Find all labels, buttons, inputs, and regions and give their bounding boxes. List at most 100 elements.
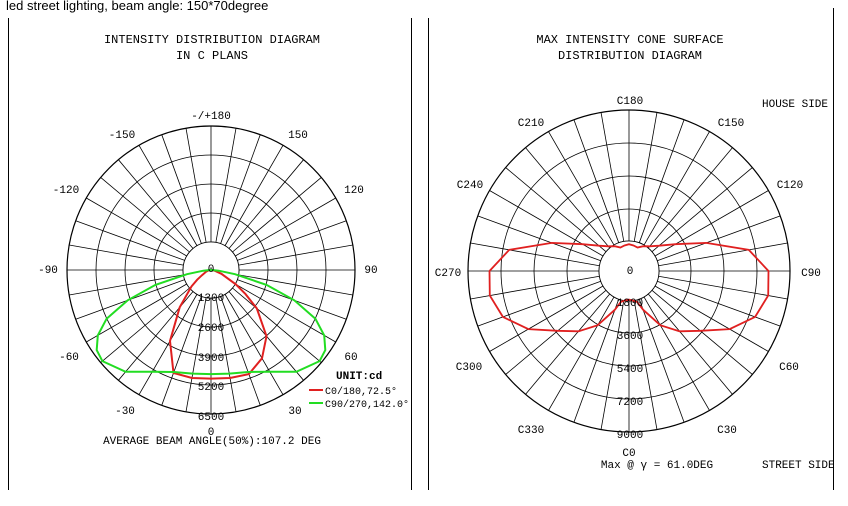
left-angle-label: -/+180 [191, 111, 231, 123]
right-grid-spoke [657, 215, 781, 262]
right-grid-spoke [643, 296, 710, 411]
right-angle-label: C90 [801, 268, 821, 280]
house-side-label: HOUSE SIDE [762, 99, 828, 111]
right-grid-spoke [505, 167, 607, 253]
left-grid-spoke [237, 220, 347, 261]
right-radial-label: 7200 [617, 397, 643, 409]
left-grid-spoke [232, 177, 322, 253]
right-grid-center [598, 240, 660, 302]
left-angle-label: -60 [59, 352, 79, 364]
right-grid-spoke [647, 293, 733, 395]
right-angle-label: C330 [518, 425, 544, 437]
left-grid-spoke [224, 145, 284, 246]
left-grid-spoke [69, 274, 184, 296]
left-angle-label: -150 [109, 130, 135, 142]
left-title-line2: IN C PLANS [176, 49, 248, 63]
left-grid-spoke [138, 145, 198, 246]
right-title-line1: MAX INTENSITY CONE SURFACE [536, 33, 723, 47]
right-series [488, 241, 770, 333]
left-angle-label: 90 [364, 265, 377, 277]
right-grid-spoke [651, 167, 753, 253]
right-angle-label: C150 [718, 118, 744, 130]
left-grid-spoke [215, 128, 237, 243]
right-grid-spoke [600, 300, 625, 430]
right-grid-spoke [654, 285, 769, 352]
right-grid-spoke [548, 296, 615, 411]
right-grid-spoke [647, 147, 733, 249]
left-grid-spoke [86, 197, 187, 257]
right-polar-grid [467, 109, 791, 433]
right-grid-spoke [470, 242, 600, 267]
left-angle-label: -120 [53, 185, 79, 197]
left-grid-spoke [228, 159, 304, 249]
left-radial-label: 5200 [198, 382, 224, 394]
right-grid-spoke [548, 131, 615, 246]
legend-label-c0: C0/180,72.5° [325, 386, 397, 398]
unit-label: UNIT:cd [336, 371, 382, 383]
right-grid-spoke [573, 119, 620, 243]
left-grid-spoke [100, 177, 190, 253]
left-grid-spoke [118, 159, 194, 249]
left-grid-spoke [235, 197, 336, 257]
left-grid-spoke [220, 296, 261, 406]
right-radial-label: 3600 [617, 331, 643, 343]
left-border [8, 18, 9, 490]
right-radial-label: 9000 [617, 430, 643, 442]
divider-right [428, 18, 429, 490]
right-grid-spoke [658, 242, 788, 267]
right-border [833, 8, 834, 490]
right-angle-label: C240 [457, 180, 483, 192]
left-radial-label: 3900 [198, 353, 224, 365]
left-footer: AVERAGE BEAM ANGLE(50%):107.2 DEG [103, 436, 321, 448]
right-grid-spoke [638, 119, 685, 243]
left-grid-spoke [161, 134, 202, 244]
right-angle-label: C120 [777, 180, 803, 192]
intensity-distribution-chart: INTENSITY DISTRIBUTION DIAGRAM IN C PLAN… [38, 33, 409, 448]
right-angle-label: C210 [518, 118, 544, 130]
right-angle-label: C0 [622, 448, 635, 460]
left-radial-label: 2600 [198, 323, 224, 335]
cone-surface-chart: MAX INTENSITY CONE SURFACE DISTRIBUTION … [435, 33, 835, 472]
right-title-line2: DISTRIBUTION DIAGRAM [558, 49, 702, 63]
divider-left [411, 18, 412, 490]
left-grid-spoke [235, 283, 336, 343]
left-series [95, 269, 327, 380]
right-grid-spoke [600, 112, 625, 242]
left-grid-spoke [185, 128, 207, 243]
left-grid-spoke [215, 297, 237, 412]
right-grid-spoke [573, 299, 620, 423]
right-angle-label: C300 [456, 362, 482, 374]
left-grid-spoke [224, 294, 284, 395]
right-grid-spoke [489, 190, 604, 257]
right-grid-spoke [470, 275, 600, 300]
legend-label-c90: C90/270,142.0° [325, 399, 409, 411]
left-angle-label: 120 [344, 185, 364, 197]
right-radial-label: 5400 [617, 364, 643, 376]
left-grid-spoke [238, 244, 353, 266]
left-grid-spoke [75, 220, 185, 261]
left-angle-label: 60 [344, 352, 357, 364]
c90-270-curve [95, 269, 327, 376]
left-angle-label: -30 [115, 406, 135, 418]
left-radial-label: 1300 [198, 293, 224, 305]
left-grid-spoke [86, 283, 187, 343]
right-grid-spoke [643, 131, 710, 246]
left-radial-label: 6500 [198, 412, 224, 424]
left-axis-labels: -/+180 150 120 90 60 30 0 -30 -60 -90 -120 -150 0 130… [38, 111, 378, 439]
right-angle-label: C180 [617, 96, 643, 108]
left-angle-label: 150 [288, 130, 308, 142]
left-grid-spoke [220, 134, 261, 244]
right-grid-spoke [658, 275, 788, 300]
right-grid-spoke [657, 280, 781, 327]
left-grid-spoke [69, 244, 184, 266]
left-grid-spoke [161, 296, 202, 406]
right-grid-spoke [654, 190, 769, 257]
max-intensity-curve [488, 241, 770, 333]
right-axis-labels: C0 C30 C60 C90 C120 C150 C180 C210 C240 C270 C300 C… [435, 96, 821, 460]
left-title-line1: INTENSITY DISTRIBUTION DIAGRAM [104, 33, 320, 47]
left-grid-spoke [100, 287, 190, 363]
right-grid-spoke [477, 215, 601, 262]
right-radial-label: 0 [627, 266, 634, 278]
c0-180-curve [168, 269, 268, 380]
